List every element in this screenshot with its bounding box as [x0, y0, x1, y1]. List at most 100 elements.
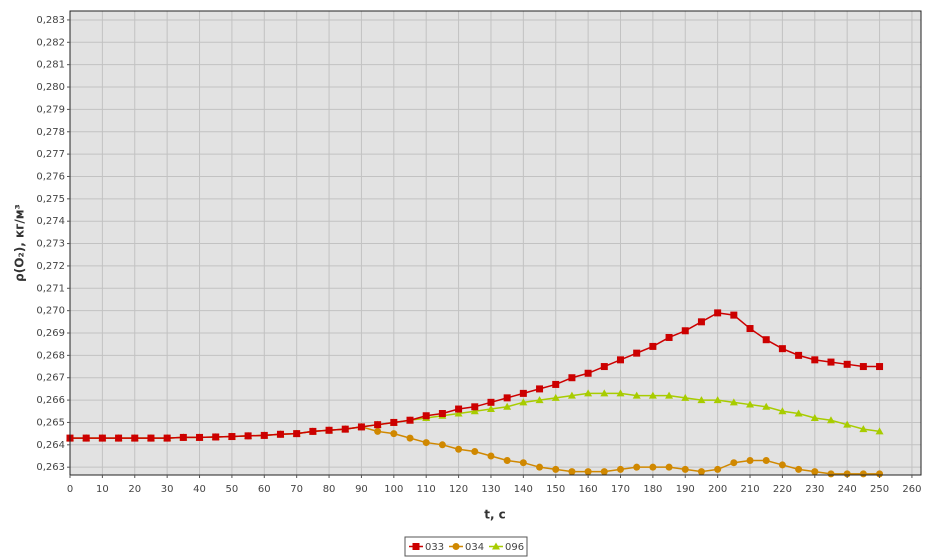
y-tick-label: 0,282 — [36, 37, 65, 48]
marker — [568, 468, 576, 476]
marker — [746, 456, 754, 464]
marker — [697, 318, 705, 326]
marker — [827, 470, 835, 478]
legend-label: 033 — [425, 542, 444, 553]
marker — [390, 418, 398, 426]
marker — [713, 396, 722, 404]
x-tick-label: 140 — [514, 484, 533, 495]
marker — [228, 433, 236, 441]
marker — [551, 393, 560, 401]
marker — [503, 456, 511, 464]
marker — [82, 434, 90, 442]
marker — [244, 432, 252, 440]
marker — [600, 363, 608, 371]
marker — [794, 409, 803, 417]
marker — [681, 327, 689, 335]
marker — [131, 434, 139, 442]
y-tick-label: 0,269 — [36, 328, 65, 339]
marker — [616, 356, 624, 364]
marker — [163, 434, 171, 442]
y-tick-label: 0,279 — [36, 104, 65, 115]
marker — [492, 542, 500, 550]
marker — [422, 439, 430, 447]
marker — [455, 445, 463, 453]
marker — [552, 465, 560, 473]
marker — [115, 434, 123, 442]
x-tick-label: 190 — [676, 484, 695, 495]
marker — [827, 358, 835, 366]
marker — [341, 425, 349, 433]
marker — [196, 433, 204, 441]
marker — [98, 434, 106, 442]
x-tick-label: 170 — [611, 484, 630, 495]
y-tick-label: 0,263 — [36, 462, 65, 473]
marker — [452, 543, 460, 550]
y-tick-label: 0,272 — [36, 261, 65, 272]
marker — [503, 394, 511, 402]
marker — [843, 470, 851, 478]
marker — [665, 391, 674, 399]
marker — [826, 416, 835, 424]
marker — [471, 448, 479, 456]
y-tick-label: 0,273 — [36, 239, 65, 250]
x-tick-label: 20 — [128, 484, 141, 495]
y-tick-label: 0,276 — [36, 171, 65, 182]
marker — [632, 391, 641, 399]
y-tick-label: 0,278 — [36, 127, 65, 138]
x-tick-label: 70 — [290, 484, 303, 495]
y-tick-label: 0,274 — [36, 216, 65, 227]
marker — [795, 351, 803, 359]
marker — [406, 416, 414, 424]
marker — [536, 463, 544, 471]
x-tick-label: 180 — [643, 484, 662, 495]
y-tick-label: 0,270 — [36, 306, 65, 317]
y-tick-label: 0,277 — [36, 149, 65, 160]
marker — [438, 441, 446, 449]
legend-box — [404, 536, 528, 557]
x-tick-label: 250 — [870, 484, 889, 495]
marker — [762, 402, 771, 410]
legend-label: 034 — [465, 542, 484, 553]
marker — [648, 391, 657, 399]
marker — [859, 425, 868, 433]
marker — [714, 465, 722, 473]
marker — [486, 405, 495, 413]
marker — [276, 430, 284, 438]
x-tick-label: 0 — [67, 484, 73, 495]
x-tick-label: 40 — [193, 484, 206, 495]
marker — [730, 459, 738, 467]
marker — [859, 470, 867, 478]
marker — [179, 433, 187, 441]
x-tick-label: 160 — [579, 484, 598, 495]
marker — [843, 360, 851, 368]
legend: 033 034 096 — [409, 542, 524, 553]
marker — [859, 363, 867, 371]
marker — [714, 309, 722, 317]
marker — [487, 452, 495, 460]
x-tick-label: 130 — [481, 484, 500, 495]
marker — [293, 430, 301, 438]
marker — [876, 363, 884, 371]
marker — [746, 400, 755, 408]
x-tick-label: 100 — [384, 484, 403, 495]
marker — [584, 389, 593, 397]
marker — [875, 427, 884, 435]
marker — [260, 431, 268, 439]
x-tick-label: 210 — [740, 484, 759, 495]
marker — [519, 389, 527, 397]
marker — [487, 398, 495, 406]
plot-border — [69, 10, 922, 476]
marker — [309, 427, 317, 435]
marker — [843, 420, 852, 428]
marker — [746, 325, 754, 333]
marker — [535, 396, 544, 404]
plot-area — [70, 11, 921, 475]
marker — [584, 468, 592, 476]
marker — [438, 410, 446, 418]
marker — [697, 468, 705, 476]
series-033 — [66, 309, 884, 442]
marker — [503, 402, 512, 410]
marker — [762, 336, 770, 344]
y-tick-label: 0,275 — [36, 194, 65, 205]
